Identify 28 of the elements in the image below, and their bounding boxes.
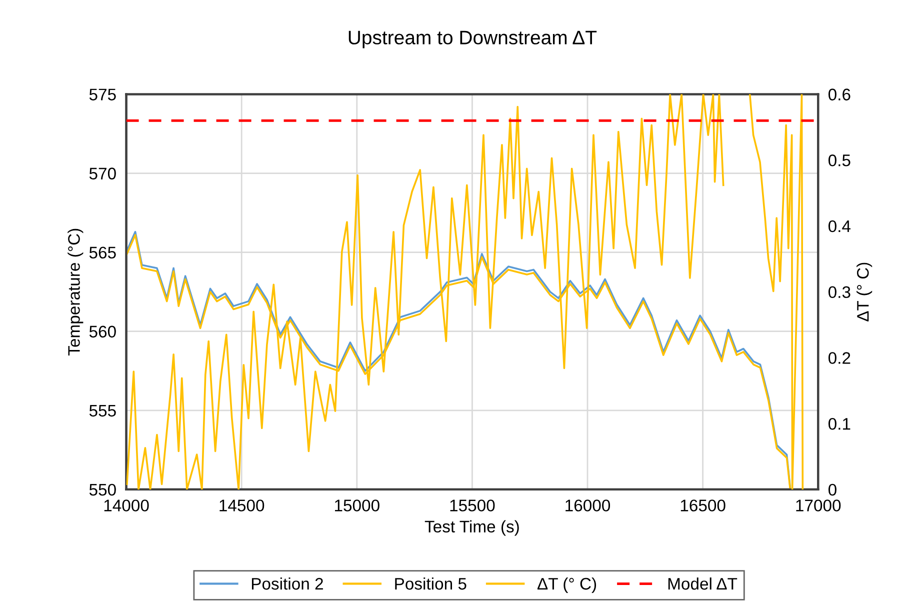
x-tick-label: 15500	[450, 500, 495, 512]
y2-tick-label: 0	[828, 484, 836, 496]
y-tick-label: 550	[89, 484, 116, 496]
x-tick-label: 14500	[220, 500, 264, 512]
y2-tick-label: 0.4	[828, 220, 851, 232]
legend-label: Model ΔT	[668, 577, 738, 590]
x-tick-label: 17000	[796, 500, 841, 512]
y-tick-label: 560	[89, 326, 116, 338]
y-tick-label: 570	[89, 168, 116, 180]
y2-tick-label: 0.2	[828, 352, 850, 364]
x-tick-label: 14000	[104, 500, 149, 512]
y2-tick-label: 0.5	[828, 154, 850, 166]
x-axis-title: Test Time (s)	[424, 520, 519, 536]
y-tick-label: 575	[89, 88, 116, 100]
y2-axis-title: ΔT (° C)	[856, 262, 872, 322]
y2-tick-label: 0.6	[828, 88, 850, 100]
legend-label: ΔT (° C)	[537, 577, 596, 593]
y-axis-title: Temperature (°C)	[68, 228, 84, 356]
y2-tick-label: 0.1	[828, 418, 850, 430]
x-tick-label: 16000	[566, 500, 610, 512]
legend-label: Position 5	[395, 577, 466, 590]
legend-label: Position 2	[252, 577, 323, 590]
x-tick-label: 15000	[334, 500, 380, 512]
y-tick-label: 565	[89, 246, 116, 259]
y-tick-label: 555	[89, 404, 116, 417]
x-tick-label: 16500	[680, 500, 726, 512]
chart-title: Upstream to Downstream ΔT	[348, 30, 597, 48]
y2-tick-label: 0.3	[828, 286, 850, 298]
